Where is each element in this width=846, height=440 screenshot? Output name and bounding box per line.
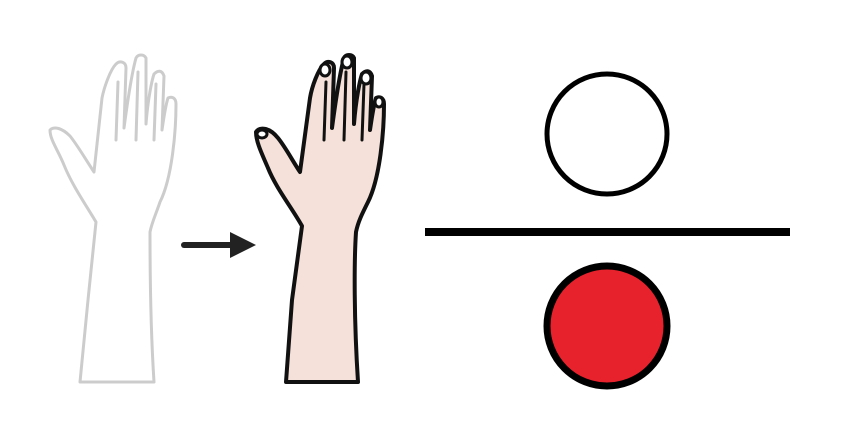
raised-hand-faded-icon [48,53,178,384]
arrow-right-icon [181,232,256,258]
red-filled-circle-icon [543,262,671,390]
raised-hand-icon [254,53,386,384]
empty-circle-icon [544,71,670,197]
